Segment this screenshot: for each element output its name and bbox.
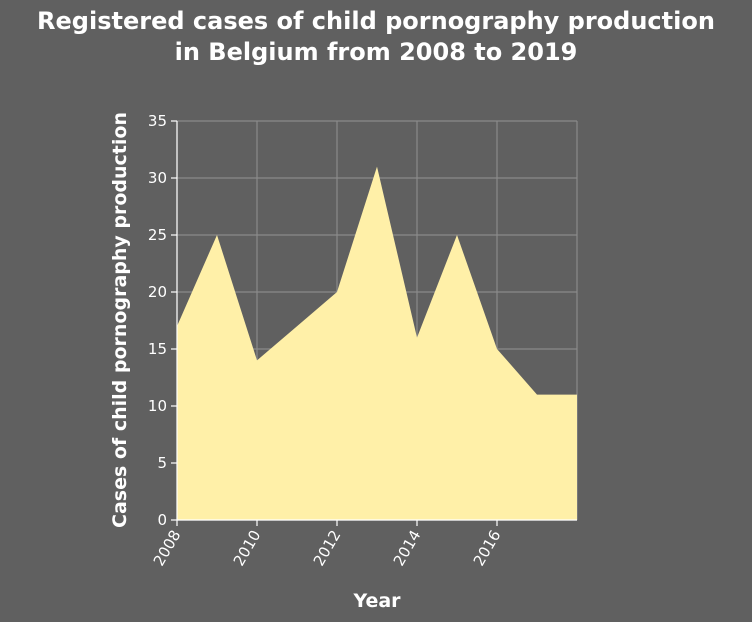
chart-title-line-1: Registered cases of child pornography pr… xyxy=(37,7,715,35)
area-series xyxy=(177,166,577,520)
area-layer xyxy=(177,166,577,520)
y-tick-label: 25 xyxy=(148,226,167,244)
x-tick-label: 2010 xyxy=(230,527,265,569)
y-tick-label: 0 xyxy=(157,511,167,529)
y-tick-label: 35 xyxy=(148,112,167,130)
x-tick-label: 2014 xyxy=(390,527,425,569)
y-tick-label: 10 xyxy=(148,397,167,415)
x-axis-ticks: 2008 2010 2012 2014 2016 xyxy=(150,520,505,569)
chart-title-line-2: in Belgium from 2008 to 2019 xyxy=(174,38,578,66)
x-tick-label: 2016 xyxy=(470,527,505,569)
axes xyxy=(176,121,577,521)
y-tick-label: 20 xyxy=(148,283,167,301)
y-tick-label: 15 xyxy=(148,340,167,358)
x-tick-label: 2008 xyxy=(150,527,185,569)
chart-title: Registered cases of child pornography pr… xyxy=(0,6,752,68)
y-tick-label: 30 xyxy=(148,169,167,187)
x-tick-label: 2012 xyxy=(310,527,345,569)
y-axis-ticks: 0 5 10 15 20 25 30 35 xyxy=(148,112,177,529)
x-axis-title: Year xyxy=(352,590,401,612)
y-axis-title: Cases of child pornography production xyxy=(109,112,131,528)
y-tick-label: 5 xyxy=(157,454,167,472)
